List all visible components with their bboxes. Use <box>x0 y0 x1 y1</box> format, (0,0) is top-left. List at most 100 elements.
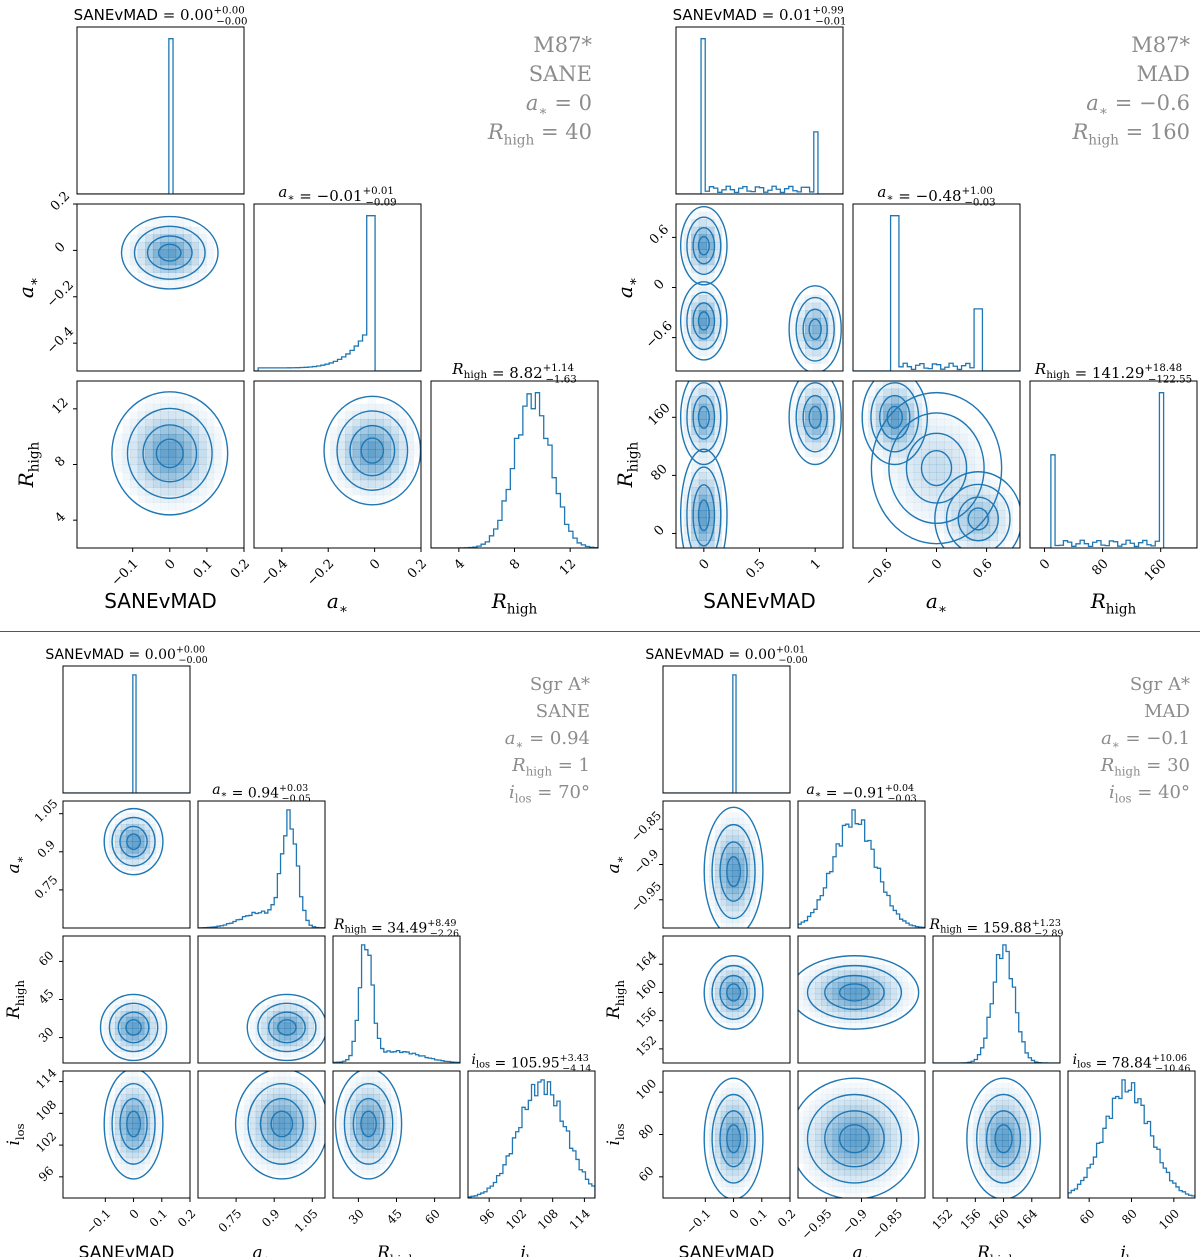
density-cell <box>821 1146 828 1153</box>
density-cell <box>296 1094 303 1101</box>
contour-level-1 <box>726 856 742 888</box>
density-cell <box>749 1174 756 1182</box>
density-cell <box>928 472 937 481</box>
density-cell <box>313 1146 320 1153</box>
x-tick-label: 0.2 <box>775 1206 798 1229</box>
density-cell <box>138 1028 145 1035</box>
density-cell <box>884 1005 891 1012</box>
density-cell <box>249 1128 257 1135</box>
density-cell <box>959 517 968 526</box>
density-cell <box>706 502 715 511</box>
param-symbol: a <box>604 863 624 873</box>
density-cell <box>290 1011 297 1018</box>
density-cell <box>120 1122 127 1130</box>
param-subscript: ∗ <box>13 856 27 864</box>
density-cell <box>126 1088 133 1095</box>
density-cell <box>706 249 715 258</box>
density-cell <box>213 472 222 481</box>
density-cell <box>138 858 145 865</box>
density-cell <box>267 1011 274 1018</box>
density-cell <box>149 829 156 837</box>
density-cell <box>722 518 730 526</box>
density-cell <box>255 1039 262 1047</box>
contour-level-2 <box>692 302 716 340</box>
density-cell <box>726 835 733 842</box>
density-cell <box>152 487 161 496</box>
density-cell <box>714 904 722 912</box>
plot-area <box>853 215 1020 371</box>
density-cell <box>797 441 806 450</box>
x-tick-label: 96 <box>477 1206 498 1227</box>
density-cell <box>138 1128 145 1135</box>
density-cell <box>168 219 177 228</box>
model-label: SANE <box>529 62 592 86</box>
density-cell <box>738 887 745 894</box>
density-cell <box>152 426 161 435</box>
density-cell <box>284 1076 291 1084</box>
density-cell <box>832 1128 839 1135</box>
density-cell <box>109 1045 116 1052</box>
density-cell <box>821 982 828 989</box>
contour-level-4 <box>703 806 764 928</box>
density-cell <box>149 1005 156 1012</box>
density-cell <box>344 1134 351 1141</box>
density-cell <box>132 1045 139 1052</box>
density-cell <box>698 234 707 243</box>
density-cell <box>261 1099 268 1107</box>
density-cell <box>979 1151 986 1159</box>
density-cell <box>691 211 700 220</box>
density-cell <box>120 1088 127 1095</box>
density-cell <box>832 1180 839 1187</box>
density-cell <box>249 1094 257 1101</box>
density-cell <box>797 317 806 326</box>
density-cell <box>720 899 727 906</box>
density-cell <box>352 487 361 496</box>
density-cell <box>375 472 384 481</box>
info-parameter: a∗ = −0.6 <box>1086 91 1190 119</box>
density-cell <box>1002 1180 1009 1187</box>
density-cell <box>143 1011 151 1018</box>
density-cell <box>726 987 733 995</box>
density-cell <box>928 441 937 450</box>
contour-level-2 <box>802 308 828 350</box>
density-cell <box>883 449 892 458</box>
density-cell <box>714 1151 722 1159</box>
density-cell <box>360 479 369 488</box>
density-cell <box>749 1122 756 1130</box>
density-cell <box>979 1117 986 1124</box>
density-cell <box>160 257 169 266</box>
model-label: MAD <box>1144 701 1190 722</box>
density-cell <box>855 987 862 995</box>
density-cell <box>198 464 207 473</box>
density-cell <box>951 502 960 511</box>
density-cell <box>284 1146 291 1153</box>
density-cell <box>720 858 727 865</box>
density-cell <box>244 1134 251 1141</box>
density-cell <box>273 1094 280 1101</box>
density-cell <box>1002 1134 1009 1141</box>
density-cell <box>160 464 169 473</box>
density-cell <box>855 1146 862 1153</box>
density-cell <box>267 1045 274 1052</box>
density-cell <box>360 464 369 473</box>
y-tick-label: −0.2 <box>44 278 77 311</box>
density-cell <box>720 1111 727 1118</box>
density-cell <box>884 964 891 972</box>
density-cell <box>896 1157 903 1164</box>
density-cell <box>290 1076 297 1084</box>
density-cell <box>296 1146 303 1153</box>
density-cell <box>982 472 991 481</box>
density-cell <box>878 1094 886 1101</box>
contour-level-3 <box>108 1002 159 1053</box>
density-cell <box>120 1128 127 1135</box>
contour-level-3 <box>806 964 903 1020</box>
density-cell <box>350 1099 357 1107</box>
density-cell <box>726 847 733 854</box>
density-cell <box>319 1122 325 1130</box>
density-cell <box>749 899 756 906</box>
density-cell <box>996 1088 1003 1095</box>
density-cell <box>307 1134 314 1141</box>
density-cell <box>183 441 192 450</box>
density-cell <box>313 1122 320 1130</box>
